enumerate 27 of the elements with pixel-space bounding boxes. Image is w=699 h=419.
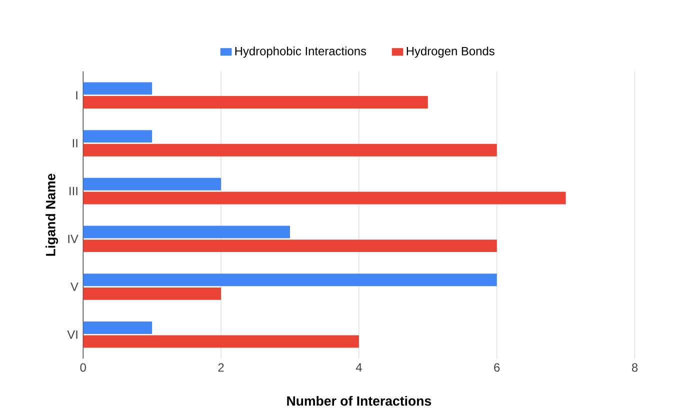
x-tick-label: 8 — [632, 363, 638, 372]
y-tick-label: II — [72, 139, 78, 148]
bar — [83, 144, 497, 156]
y-tick-label: I — [76, 91, 78, 100]
y-tick-label: IV — [68, 234, 78, 244]
bar — [83, 178, 222, 190]
x-tick-label: 4 — [356, 363, 362, 372]
x-tick-label: 2 — [218, 363, 224, 372]
bar — [83, 274, 497, 286]
bar — [83, 287, 222, 300]
x-axis-title: Number of Interactions — [287, 396, 432, 406]
y-tick-label: V — [70, 282, 78, 291]
y-axis-title: Ligand Name — [46, 174, 58, 256]
y-tick-label: VI — [67, 330, 78, 339]
bar — [83, 96, 428, 108]
bar — [83, 226, 290, 238]
bar — [83, 335, 359, 348]
bar — [83, 192, 566, 204]
legend-label: Hydrophobic Interactions — [235, 46, 366, 58]
legend-label: Hydrogen Bonds — [406, 46, 494, 58]
x-tick-label: 0 — [80, 363, 86, 372]
y-tick-label: III — [70, 186, 78, 196]
bar — [83, 240, 497, 252]
bar — [83, 82, 152, 95]
bar — [83, 130, 152, 143]
x-tick-label: 6 — [494, 363, 500, 372]
bar — [83, 322, 152, 334]
